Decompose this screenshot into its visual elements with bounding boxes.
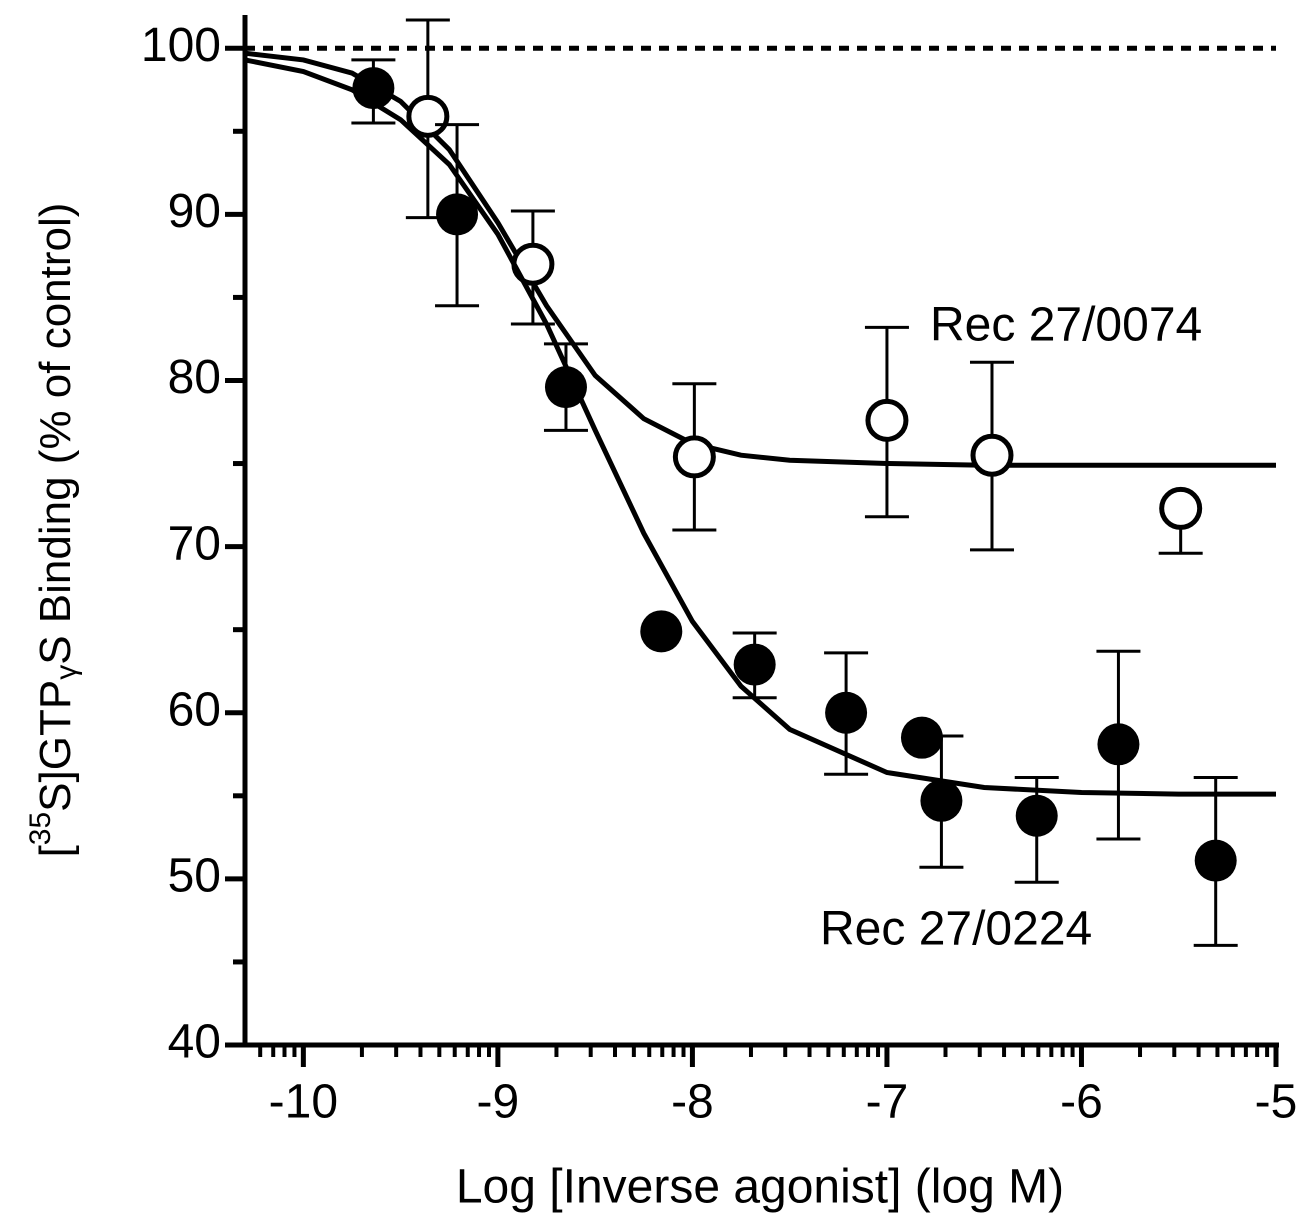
- x-tick-label: -6: [1060, 1076, 1103, 1129]
- data-point: [544, 366, 587, 409]
- y-label-sup: 35: [24, 812, 57, 845]
- x-tick-label: -7: [866, 1076, 909, 1129]
- data-point: [1194, 839, 1237, 882]
- y-tick-label: 90: [168, 185, 221, 238]
- y-label-part: [: [31, 845, 80, 857]
- data-point: [733, 643, 776, 686]
- data-point: [1015, 794, 1058, 837]
- data-point: [1097, 723, 1140, 766]
- x-tick-label: -10: [269, 1076, 338, 1129]
- y-label-sub: γ: [50, 665, 83, 680]
- series-label: Rec 27/0224: [820, 903, 1092, 956]
- series-label: Rec 27/0074: [930, 299, 1202, 352]
- data-point: [352, 67, 395, 110]
- x-tick-label: -8: [671, 1076, 714, 1129]
- x-tick-label: -5: [1255, 1076, 1298, 1129]
- y-tick-label: 40: [168, 1016, 221, 1069]
- y-tick-label: 50: [168, 850, 221, 903]
- data-point: [900, 716, 943, 759]
- data-point: [825, 691, 868, 734]
- data-point: [436, 193, 479, 236]
- data-point: [1159, 486, 1203, 530]
- fit-curve: [244, 50, 1276, 468]
- x-tick-label: -9: [477, 1076, 520, 1129]
- data-point: [672, 435, 716, 479]
- y-tick-label: 60: [168, 683, 221, 736]
- data-point: [640, 610, 683, 653]
- y-tick-label: 80: [168, 351, 221, 404]
- data-point: [865, 398, 909, 442]
- y-axis-label: [35S]GTPγS Binding (% of control): [24, 203, 83, 858]
- data-point: [920, 779, 963, 822]
- y-label-part: S]GTP: [31, 680, 80, 812]
- y-tick-label: 100: [141, 19, 221, 72]
- fit-curve: [244, 57, 1276, 797]
- data-point: [970, 433, 1014, 477]
- y-label-part: S Binding (% of control): [31, 203, 80, 665]
- y-tick-label: 70: [168, 517, 221, 570]
- x-axis-label: Log [Inverse agonist] (log M): [456, 1161, 1064, 1214]
